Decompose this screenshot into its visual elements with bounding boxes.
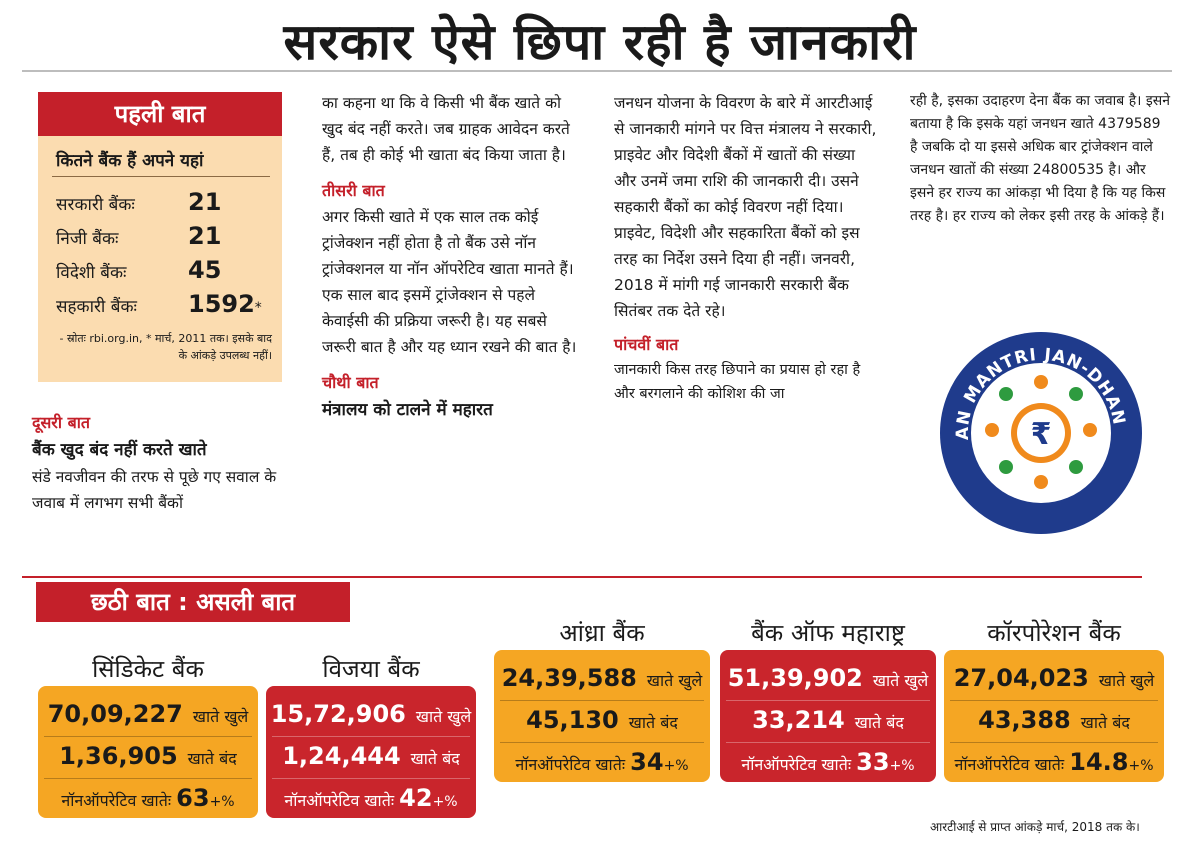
- closed-label: खाते बंद: [410, 749, 460, 768]
- accounts-closed: 1,36,905: [59, 742, 178, 770]
- bank-card-maharashtra: 51,39,902 खाते खुले 33,214 खाते बंद नॉनऑपर…: [720, 650, 936, 782]
- bank-type: विदेशी बैंकः: [56, 263, 127, 283]
- section-subheading-fourth: मंत्रालय को टालने में महारत: [322, 400, 493, 420]
- bank-card-andhra: 24,39,588 खाते खुले 45,130 खाते बंद नॉनऑपर…: [494, 650, 710, 782]
- bank-card-title: विजया बैंक: [322, 655, 420, 683]
- box1-heading: पहली बात: [38, 92, 282, 136]
- closed-label: खाते बंद: [854, 713, 904, 732]
- opened-label: खाते खुले: [872, 671, 929, 690]
- nonop-percent: 33: [856, 748, 890, 776]
- column-4: रही है, इसका उदाहरण देना बैंक का जवाब है…: [910, 90, 1172, 228]
- box1-source-note: - स्रोतः rbi.org.in, * मार्च, 2011 तक। इ…: [59, 332, 273, 362]
- accounts-opened: 51,39,902: [727, 664, 863, 692]
- opened-label: खाते खुले: [1098, 671, 1155, 690]
- bank-type: सहकारी बैंकः: [56, 297, 137, 317]
- nonop-label: नॉनऑपरेटिव खातेः: [741, 755, 852, 774]
- bank-row-private: निजी बैंकः 21: [56, 220, 282, 252]
- asterisk-mark: *: [254, 300, 262, 316]
- column-3: जनधन योजना के विवरण के बारे में आरटीआई स…: [614, 90, 880, 406]
- nonop-percent: 63: [176, 784, 210, 812]
- bank-type: निजी बैंकः: [56, 229, 119, 249]
- section6-heading: छठी बात : असली बात: [36, 582, 350, 622]
- logo-figures-icon: [985, 375, 1097, 489]
- bank-card-vijaya: 15,72,906 खाते खुले 1,24,444 खाते बंद नॉनऑ…: [266, 686, 476, 818]
- column-4-body: रही है, इसका उदाहरण देना बैंक का जवाब है…: [910, 93, 1171, 224]
- opened-label: खाते खुले: [415, 707, 472, 726]
- section-heading-fifth: पांचवीं बात: [614, 335, 679, 354]
- percent-suffix: +%: [1128, 758, 1154, 774]
- box1-divider: [52, 176, 270, 177]
- nonop-percent: 34: [630, 748, 664, 776]
- headline-rule: [22, 70, 1172, 72]
- headline: सरकार ऐसे छिपा रही है जानकारी: [283, 13, 917, 71]
- percent-suffix: +%: [209, 794, 235, 810]
- nonop-label: नॉनऑपरेटिव खातेः: [61, 791, 172, 810]
- accounts-closed: 43,388: [978, 706, 1071, 734]
- column-3-intro: जनधन योजना के विवरण के बारे में आरटीआई स…: [614, 94, 877, 320]
- nonop-label: नॉनऑपरेटिव खातेः: [954, 755, 1065, 774]
- bank-card-corporation: 27,04,023 खाते खुले 43,388 खाते बंद नॉनऑपर…: [944, 650, 1164, 782]
- column-2-intro: का कहना था कि वे किसी भी बैंक खाते को खु…: [322, 94, 570, 164]
- section-subheading-second: बैंक खुद बंद नहीं करते खाते: [32, 440, 207, 460]
- bank-count: 21: [188, 222, 222, 250]
- bank-row-government: सरकारी बैंकः 21: [56, 186, 282, 218]
- accounts-opened: 24,39,588: [501, 664, 637, 692]
- accounts-closed: 33,214: [752, 706, 845, 734]
- accounts-opened: 15,72,906: [270, 700, 406, 728]
- section-heading-second: दूसरी बात: [32, 413, 90, 432]
- nonop-label: नॉनऑपरेटिव खातेः: [515, 755, 626, 774]
- bank-count: 21: [188, 188, 222, 216]
- closed-label: खाते बंद: [628, 713, 678, 732]
- percent-suffix: +%: [889, 758, 915, 774]
- closed-label: खाते बंद: [187, 749, 237, 768]
- opened-label: खाते खुले: [646, 671, 703, 690]
- bank-card-title: सिंडिकेट बैंक: [92, 655, 204, 683]
- bank-type: सरकारी बैंकः: [56, 195, 135, 215]
- jan-dhan-logo: PRADHAN MANTRI JAN-DHAN YOJANA MERA KHAT…: [930, 315, 1144, 536]
- section-heading-fourth: चौथी बात: [322, 373, 379, 392]
- nonop-label: नॉनऑपरेटिव खातेः: [284, 791, 395, 810]
- percent-suffix: +%: [432, 794, 458, 810]
- accounts-closed: 45,130: [526, 706, 619, 734]
- bank-count: 1592: [188, 290, 255, 318]
- box1-subheading: कितने बैंक हैं अपने यहां: [56, 151, 204, 171]
- bank-card-title: बैंक ऑफ महाराष्ट्र: [751, 619, 905, 647]
- rupee-icon: ₹: [1031, 417, 1052, 452]
- column-1-body: संडे नवजीवन की तरफ से पूछे गए सवाल के जव…: [32, 468, 277, 512]
- footnote: आरटीआई से प्राप्त आंकड़े मार्च, 2018 तक …: [930, 820, 1140, 834]
- column-2: का कहना था कि वे किसी भी बैंक खाते को खु…: [322, 90, 584, 424]
- nonop-percent: 42: [399, 784, 433, 812]
- column-1: दूसरी बात बैंक खुद बंद नहीं करते खाते सं…: [32, 410, 294, 516]
- accounts-opened: 27,04,023: [953, 664, 1089, 692]
- closed-label: खाते बंद: [1080, 713, 1130, 732]
- bank-card-title: आंध्रा बैंक: [559, 619, 645, 647]
- section-heading-third: तीसरी बात: [322, 181, 385, 200]
- percent-suffix: +%: [663, 758, 689, 774]
- column-3-body-fifth: जानकारी किस तरह छिपाने का प्रयास हो रहा …: [614, 362, 861, 402]
- bank-card-syndicate: 70,09,227 खाते खुले 1,36,905 खाते बंद नॉनऑ…: [38, 686, 258, 818]
- section6-rule: [22, 576, 1142, 578]
- opened-label: खाते खुले: [192, 707, 249, 726]
- accounts-closed: 1,24,444: [282, 742, 401, 770]
- bank-card-title: कॉरपोरेशन बैंक: [987, 619, 1121, 647]
- bank-row-cooperative: सहकारी बैंकः 1592*: [56, 288, 282, 320]
- nonop-percent: 14.8: [1069, 748, 1129, 776]
- bank-count-box: पहली बात कितने बैंक हैं अपने यहां सरकारी…: [38, 92, 282, 382]
- bank-row-foreign: विदेशी बैंकः 45: [56, 254, 282, 286]
- accounts-opened: 70,09,227: [47, 700, 183, 728]
- column-2-body-third: अगर किसी खाते में एक साल तक कोई ट्रांजेक…: [322, 208, 577, 356]
- bank-count: 45: [188, 256, 222, 284]
